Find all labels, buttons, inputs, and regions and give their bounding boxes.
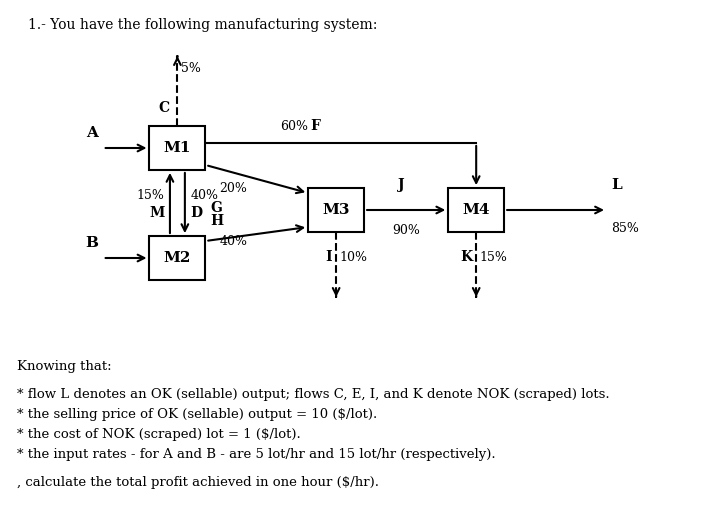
- Text: I: I: [326, 250, 332, 264]
- Text: 40%: 40%: [219, 235, 247, 248]
- Text: G: G: [210, 201, 222, 215]
- Text: M1: M1: [164, 141, 191, 155]
- Text: * flow L denotes an OK (sellable) output; flows C, E, I, and K denote NOK (scrap: * flow L denotes an OK (sellable) output…: [17, 388, 609, 401]
- Text: J: J: [398, 178, 404, 192]
- Text: * the input rates - for A and B - are 5 lot/hr and 15 lot/hr (respectively).: * the input rates - for A and B - are 5 …: [17, 448, 495, 461]
- Text: 15%: 15%: [136, 189, 164, 202]
- Bar: [448, 188, 504, 232]
- Bar: [149, 126, 205, 170]
- Text: M4: M4: [462, 203, 490, 217]
- Text: L: L: [611, 178, 622, 192]
- Text: B: B: [85, 236, 98, 250]
- Text: * the selling price of OK (sellable) output = 10 ($/lot).: * the selling price of OK (sellable) out…: [17, 408, 377, 421]
- Text: 20%: 20%: [219, 181, 247, 194]
- Text: M3: M3: [322, 203, 350, 217]
- Bar: [149, 236, 205, 280]
- Text: 40%: 40%: [190, 189, 218, 202]
- Text: Knowing that:: Knowing that:: [17, 360, 112, 373]
- Text: M: M: [149, 206, 164, 220]
- Text: 15%: 15%: [480, 251, 508, 264]
- Text: F: F: [310, 119, 320, 133]
- Bar: [308, 188, 364, 232]
- Text: , calculate the total profit achieved in one hour ($/hr).: , calculate the total profit achieved in…: [17, 476, 379, 489]
- Text: 1.- You have the following manufacturing system:: 1.- You have the following manufacturing…: [28, 18, 377, 32]
- Text: K: K: [460, 250, 472, 264]
- Text: * the cost of NOK (scraped) lot = 1 ($/lot).: * the cost of NOK (scraped) lot = 1 ($/l…: [17, 428, 301, 441]
- Text: 90%: 90%: [392, 224, 420, 237]
- Text: 60%: 60%: [280, 120, 308, 133]
- Text: D: D: [190, 206, 203, 220]
- Text: M2: M2: [164, 251, 191, 265]
- Text: 85%: 85%: [611, 222, 640, 235]
- Text: A: A: [87, 126, 98, 140]
- Text: H: H: [210, 214, 224, 228]
- Text: 5%: 5%: [181, 62, 201, 75]
- Text: C: C: [159, 101, 170, 115]
- Text: 10%: 10%: [340, 251, 368, 264]
